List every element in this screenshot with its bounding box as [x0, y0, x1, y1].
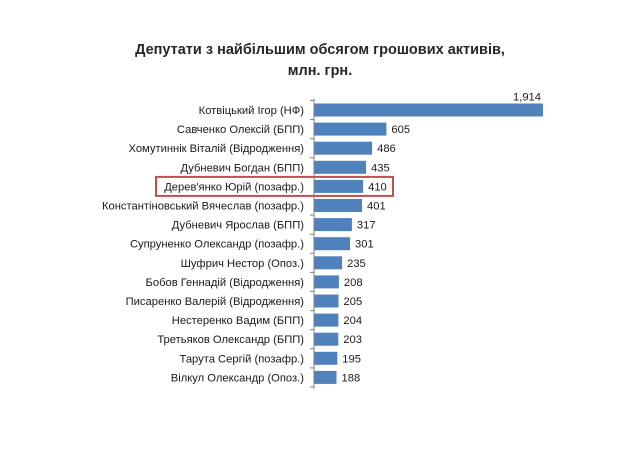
bar	[314, 179, 364, 193]
category-label: Супруненко Олександр (позафр.)	[130, 239, 304, 251]
bar	[314, 256, 343, 270]
category-label: Шуфрич Нестор (Опоз.)	[181, 258, 305, 270]
data-label: 401	[367, 201, 386, 213]
category-label: Дубневич Богдан (БПП)	[180, 162, 304, 174]
chart-title: Депутати з найбільшим обсягом грошових а…	[0, 40, 640, 82]
bar	[314, 332, 339, 346]
bar	[314, 237, 350, 251]
data-label: 208	[344, 277, 363, 289]
plot-area: Котвіцький Ігор (НФ) 1,914 Савченко Олексі…	[102, 92, 543, 389]
data-label: 235	[347, 258, 366, 270]
bar	[314, 160, 366, 174]
bar	[314, 141, 373, 155]
data-label: 486	[377, 143, 396, 155]
category-label: Бобов Геннадій (Відродження)	[146, 277, 305, 289]
category-label: Дубневич Ярослав (БПП)	[172, 220, 305, 232]
data-label: 204	[343, 315, 362, 327]
category-label: Константіновський Вячеслав (позафр.)	[102, 201, 304, 213]
category-label: Писаренко Валерій (Відродження)	[126, 296, 305, 308]
category-label: Вілкул Олександр (Опоз.)	[171, 372, 304, 384]
category-label: Нестеренко Вадим (БПП)	[172, 315, 304, 327]
category-label: Хомутиннік Віталій (Відродження)	[129, 143, 305, 155]
data-label: 435	[371, 162, 390, 174]
data-label: 301	[355, 239, 374, 251]
data-label: 195	[342, 353, 361, 365]
chart-title-line-2: млн. грн.	[287, 63, 353, 79]
data-label: 205	[344, 296, 363, 308]
category-label: Дерев'янко Юрій (позафр.)	[164, 181, 304, 193]
bar	[314, 199, 362, 212]
category-label: Тарута Сергій (позафр.)	[179, 353, 304, 365]
bar	[314, 275, 339, 289]
data-label: 410	[368, 181, 387, 193]
data-label: 605	[391, 124, 410, 136]
category-label: Котвіцький Ігор (НФ)	[199, 105, 305, 117]
data-label: 1,914	[513, 92, 541, 104]
data-label: 203	[343, 334, 362, 346]
bar	[314, 351, 338, 365]
bar	[314, 294, 339, 308]
bar	[314, 122, 387, 136]
bar	[314, 313, 339, 327]
category-label: Савченко Олексій (БПП)	[177, 124, 304, 136]
data-label: 317	[357, 220, 376, 232]
bar	[314, 103, 543, 117]
bar	[314, 218, 352, 232]
chart-title-line-1: Депутати з найбільшим обсягом грошових а…	[135, 42, 505, 58]
category-label: Третьяков Олександр (БПП)	[157, 334, 304, 346]
bar	[314, 370, 337, 384]
highlight-box	[155, 175, 394, 197]
data-label: 188	[342, 372, 361, 384]
